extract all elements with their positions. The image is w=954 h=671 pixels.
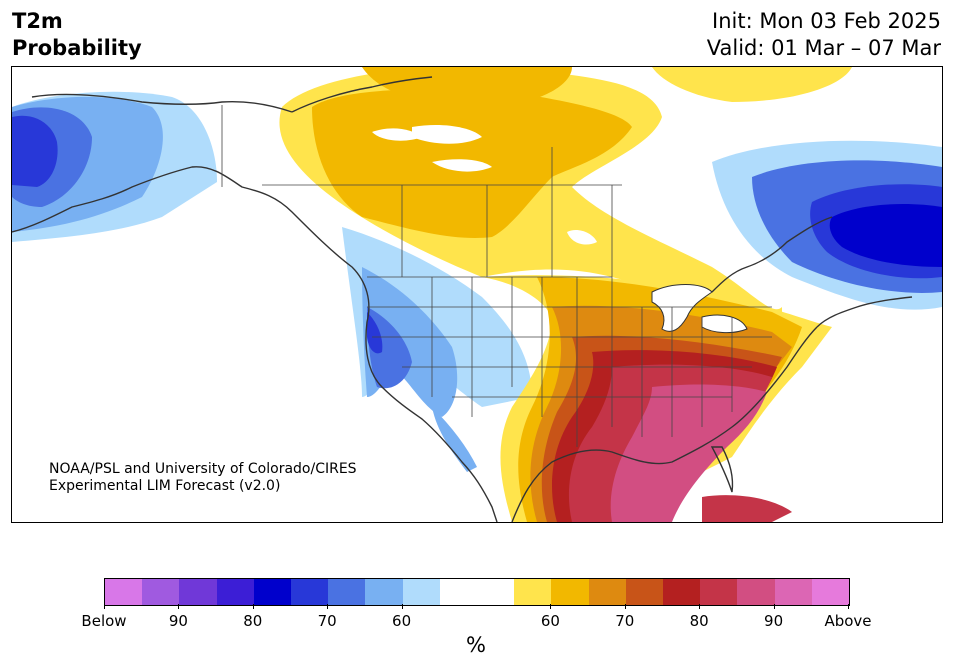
colorbar-swatch xyxy=(774,579,812,605)
west-us-below-light xyxy=(342,227,532,407)
hudson-bay-water xyxy=(412,125,482,144)
colorbar-swatch xyxy=(477,579,515,605)
colorbar-tick xyxy=(773,604,775,609)
colorbar-swatch xyxy=(402,579,440,605)
colorbar-swatch xyxy=(253,579,292,605)
title-line-variable: T2m xyxy=(12,9,63,33)
colorbar-tick-label: 70 xyxy=(615,612,635,630)
colorbar-tick xyxy=(327,604,329,609)
colorbar-tick-label: 90 xyxy=(764,612,784,630)
colorbar-tick-label: 60 xyxy=(392,612,412,630)
lake-water-2 xyxy=(432,159,492,172)
init-date: Init: Mon 03 Feb 2025 xyxy=(712,9,941,33)
colorbar-tick-label: Below xyxy=(81,612,127,630)
valid-dates: Valid: 01 Mar – 07 Mar xyxy=(706,36,941,60)
colorbar-swatch xyxy=(588,579,626,605)
map-canvas xyxy=(12,67,942,522)
baja-below xyxy=(432,407,477,472)
colorbar-swatch xyxy=(514,579,552,605)
colorbar-tick-label: 90 xyxy=(168,612,188,630)
great-lakes xyxy=(651,284,748,334)
alaska-below-darker xyxy=(12,115,58,187)
colorbar-tick xyxy=(848,604,849,609)
colorbar-tick xyxy=(252,604,254,609)
colorbar-swatch xyxy=(291,579,329,605)
colorbar-swatch xyxy=(737,579,775,605)
colorbar-swatch xyxy=(439,579,478,605)
colorbar-tick-label: Above xyxy=(824,612,872,630)
credit-line-model: Experimental LIM Forecast (v2.0) xyxy=(49,478,281,494)
colorbar-swatch xyxy=(105,579,143,605)
colorbar xyxy=(104,578,850,606)
lake-water-1 xyxy=(372,128,422,141)
colorbar-tick-label: 70 xyxy=(317,612,337,630)
east-canada-below-darkest xyxy=(829,204,942,267)
state-borders xyxy=(221,105,772,447)
canada-top-yellow xyxy=(362,67,572,107)
colorbar-swatch xyxy=(811,579,850,605)
forecast-dates: Init: Mon 03 Feb 2025 Valid: 01 Mar – 07… xyxy=(707,8,941,62)
canada-ne-yellow xyxy=(652,67,852,102)
colorbar-swatch xyxy=(551,579,589,605)
colorbar-tick-label: 80 xyxy=(689,612,709,630)
credit-line-org: NOAA/PSL and University of Colorado/CIRE… xyxy=(49,461,357,477)
colorbar-tick xyxy=(699,604,701,609)
colorbar-swatch xyxy=(216,579,254,605)
colorbar-swatch xyxy=(179,579,217,605)
west-us-below-dark xyxy=(367,307,412,389)
coastlines xyxy=(12,76,913,522)
colorbar-unit: % xyxy=(466,633,486,657)
colorbar-tick xyxy=(401,604,403,609)
colorbar-swatch xyxy=(625,579,664,605)
colorbar-tick xyxy=(550,604,552,609)
colorbar-swatch xyxy=(700,579,738,605)
colorbar-swatch xyxy=(365,579,403,605)
credit-text: NOAA/PSL and University of Colorado/CIRE… xyxy=(49,461,357,495)
lake-water-3 xyxy=(567,230,597,245)
map-title: T2m Probability xyxy=(12,8,142,62)
cuba-above xyxy=(702,495,792,522)
colorbar-tick-label: 80 xyxy=(243,612,263,630)
colorbar-tick xyxy=(624,604,626,609)
colorbar-swatch xyxy=(663,579,701,605)
colorbar-tick xyxy=(178,604,180,609)
colorbar-tick xyxy=(104,604,105,609)
west-us-below-darker xyxy=(367,312,383,354)
west-us-below-mid xyxy=(362,267,458,417)
probability-map xyxy=(11,66,943,523)
title-line-quantity: Probability xyxy=(12,36,142,60)
colorbar-swatch xyxy=(142,579,180,605)
colorbar-swatch xyxy=(328,579,366,605)
colorbar-tick-label: 60 xyxy=(540,612,560,630)
